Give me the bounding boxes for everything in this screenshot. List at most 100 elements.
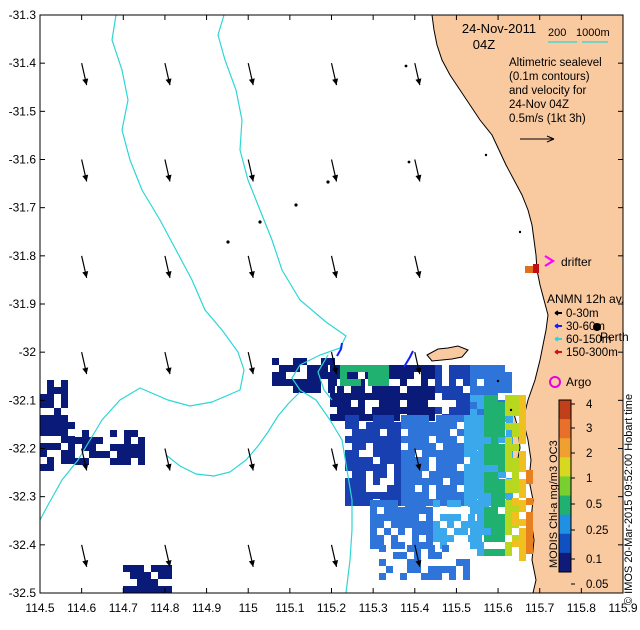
chl-pixel (384, 514, 391, 521)
chl-pixel (89, 451, 96, 458)
chl-pixel (526, 512, 533, 519)
chl-pixel (293, 358, 300, 365)
chl-pixel (370, 542, 377, 549)
chl-pixel (435, 573, 442, 580)
chl-pixel (398, 507, 405, 514)
drifter-marker-icon (544, 255, 556, 267)
colorbar-tick-label: 0.05 (586, 579, 608, 591)
chl-pixel (151, 579, 158, 586)
colorbar-tick-label: 2 (586, 448, 592, 460)
chl-pixel (408, 450, 415, 457)
chl-pixel (456, 372, 463, 379)
chl-pixel (505, 507, 512, 514)
chl-pixel (394, 471, 401, 478)
chl-pixel (422, 457, 429, 464)
x-tick-label: 115 (239, 601, 258, 615)
chl-pixel (68, 457, 75, 464)
chl-pixel (519, 484, 526, 491)
chl-pixel (449, 386, 456, 393)
chl-pixel (443, 471, 450, 478)
chl-pixel (505, 409, 512, 416)
chl-pixel (414, 393, 421, 400)
chl-pixel (47, 429, 54, 436)
colorbar-segment (559, 533, 571, 554)
chl-pixel (366, 457, 373, 464)
velocity-vector (247, 159, 255, 182)
chl-pixel (498, 423, 505, 430)
chl-pixel (449, 393, 456, 400)
chl-pixel (470, 395, 477, 402)
velocity-vector (247, 63, 255, 86)
chl-pixel (415, 429, 422, 436)
chl-pixel (314, 379, 321, 386)
chl-pixel (393, 552, 400, 559)
chl-pixel (373, 478, 380, 485)
chl-pixel (379, 407, 386, 414)
chl-pixel (482, 528, 489, 535)
chl-pixel (394, 443, 401, 450)
chl-pixel (47, 387, 54, 394)
chl-pixel (394, 450, 401, 457)
chl-pixel (470, 409, 477, 416)
chl-pixel (463, 393, 470, 400)
chl-pixel (421, 372, 428, 379)
chl-pixel (377, 514, 384, 521)
chl-pixel (387, 415, 394, 422)
argo-marker-icon (549, 376, 561, 388)
chl-pixel (426, 514, 433, 521)
chl-pixel (345, 457, 352, 464)
chl-pixel (519, 430, 526, 437)
chl-pixel (443, 422, 450, 429)
chl-pixel (491, 549, 498, 556)
chl-pixel (433, 521, 440, 528)
velocity-vector (81, 544, 89, 567)
chl-pixel (407, 386, 414, 393)
chl-pixel (393, 407, 400, 414)
chl-pixel (484, 430, 491, 437)
x-tick-label: 115.4 (400, 601, 429, 615)
velocity-vector (247, 448, 255, 471)
chl-pixel (408, 464, 415, 471)
chl-pixel (393, 414, 400, 421)
drifter-label: drifter (561, 255, 592, 269)
chl-pixel (526, 540, 533, 547)
chl-pixel (330, 400, 337, 407)
chl-pixel (512, 402, 519, 409)
chl-pixel (463, 566, 470, 573)
colorbar-tick-label: 1 (586, 473, 592, 485)
chl-pixel (372, 407, 379, 414)
chl-pixel (477, 458, 484, 465)
chl-pixel (344, 400, 351, 407)
chl-pixel (138, 458, 145, 465)
chl-pixel (314, 386, 321, 393)
chl-pixel (440, 528, 447, 535)
chl-pixel (484, 444, 491, 451)
chl-pixel (443, 492, 450, 499)
colorbar-segment (559, 400, 571, 420)
chl-pixel (123, 586, 130, 593)
chl-pixel (412, 514, 419, 521)
chl-pixel (394, 492, 401, 499)
annotation-line: and velocity for (509, 85, 587, 97)
chl-pixel (491, 521, 498, 528)
x-tick-label: 115.8 (567, 601, 596, 615)
chl-pixel (358, 393, 365, 400)
chl-pixel (498, 500, 505, 507)
chl-pixel (408, 478, 415, 485)
chl-pixel (484, 402, 491, 409)
chl-pixel (75, 458, 82, 465)
chl-pixel (491, 535, 498, 542)
drifter-track (525, 266, 533, 273)
chl-pixel (130, 586, 137, 593)
chl-pixel (340, 372, 347, 379)
chl-pixel (505, 372, 512, 379)
chl-pixel (498, 402, 505, 409)
chl-pixel (412, 535, 419, 542)
velocity-vector (414, 63, 422, 86)
chl-pixel (54, 429, 61, 436)
chl-pixel (422, 450, 429, 457)
annotation-block: Altimetric sealevel (0.1m contours) and … (509, 57, 602, 143)
contour-line (217, 15, 353, 593)
chl-pixel (345, 464, 352, 471)
chl-pixel (351, 372, 358, 379)
